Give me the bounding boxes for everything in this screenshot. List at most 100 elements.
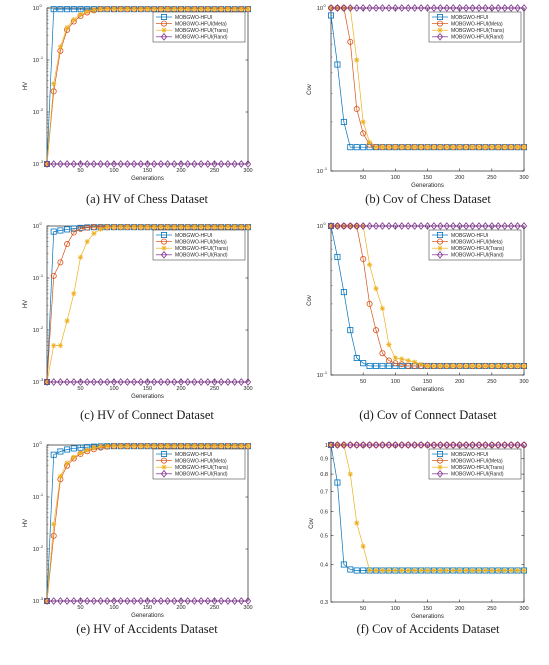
data-point — [124, 597, 131, 605]
x-axis-label: Generations — [411, 183, 444, 189]
data-point — [117, 597, 124, 605]
data-point — [392, 355, 398, 361]
panel-caption: (e) HV of Accidents Dataset — [76, 622, 218, 636]
data-point — [211, 378, 218, 386]
data-point — [43, 160, 51, 168]
data-point — [340, 222, 347, 230]
y-tick-label: 0.4 — [320, 562, 328, 568]
data-point — [130, 378, 138, 386]
data-point — [418, 567, 424, 574]
data-point — [340, 289, 347, 296]
legend: MOBGWO-HFUIMOBGWO-HFUI(Meta)MOBGWO-HFUI(… — [152, 229, 246, 261]
data-point — [110, 597, 118, 605]
x-axis-label: Generations — [411, 614, 444, 620]
data-point — [198, 443, 204, 449]
y-tick-label: 10 — [33, 495, 39, 501]
data-point — [197, 378, 205, 386]
data-point — [157, 160, 165, 168]
data-point — [450, 441, 457, 449]
data-point — [84, 239, 90, 245]
data-point — [424, 4, 431, 12]
x-tick-label: 200 — [176, 386, 185, 392]
data-point — [71, 454, 77, 460]
legend-label: MOBGWO-HFUI(Meta) — [175, 458, 227, 464]
legend: MOBGWO-HFUIMOBGWO-HFUI(Meta)MOBGWO-HFUI(… — [152, 448, 246, 480]
y-tick-label: 0.7 — [320, 490, 328, 496]
legend-label: MOBGWO-HFUI(Rand) — [175, 472, 228, 478]
chart-panel-d: 50 100 150 200 250 300Generations10-1100CovMO… — [307, 221, 529, 422]
data-point — [244, 597, 252, 605]
data-point — [366, 362, 373, 369]
panel-caption: (d) Cov of Connect Dataset — [359, 408, 497, 422]
data-point — [185, 6, 191, 12]
panel-caption: (c) HV of Connect Dataset — [80, 408, 214, 422]
data-point — [327, 12, 334, 19]
data-point — [218, 443, 224, 449]
data-point — [144, 597, 151, 605]
data-point — [171, 160, 178, 168]
data-point — [151, 378, 158, 386]
data-point — [430, 222, 438, 230]
data-point — [431, 363, 437, 369]
data-point — [412, 144, 418, 150]
data-point — [111, 443, 117, 449]
data-point — [50, 272, 57, 279]
data-point — [63, 378, 71, 386]
data-point — [77, 6, 84, 13]
legend-marker — [436, 20, 443, 27]
series-4 — [43, 597, 252, 605]
data-point — [50, 451, 57, 458]
data-point — [398, 362, 405, 369]
data-point — [501, 4, 508, 12]
data-point — [482, 4, 489, 12]
data-point — [334, 479, 341, 486]
data-point — [514, 222, 521, 230]
data-point — [164, 597, 171, 605]
data-point — [238, 224, 244, 230]
data-point — [386, 341, 392, 348]
data-point — [90, 378, 98, 386]
data-point — [198, 6, 204, 12]
y-axis-label: Cov — [307, 84, 313, 95]
y-tick-label: 10 — [33, 162, 39, 168]
data-point — [137, 597, 144, 605]
data-point — [457, 144, 463, 150]
data-point — [98, 226, 104, 232]
x-axis-label: Generations — [131, 394, 164, 400]
x-axis-label: Generations — [131, 613, 164, 619]
data-point — [231, 597, 238, 605]
legend-marker — [160, 238, 167, 245]
legend-marker — [160, 32, 168, 41]
data-point — [90, 160, 98, 168]
data-point — [392, 4, 399, 12]
data-point — [204, 378, 211, 386]
x-tick-label: 300 — [243, 386, 252, 392]
data-point — [84, 224, 91, 231]
data-point — [151, 160, 158, 168]
data-point — [424, 222, 431, 230]
data-point — [57, 44, 63, 50]
data-point — [158, 443, 164, 449]
data-point — [51, 521, 57, 527]
data-point — [191, 443, 197, 449]
legend-label: MOBGWO-HFUI(Trans) — [451, 246, 504, 252]
data-point — [50, 6, 57, 13]
x-tick-label: 250 — [487, 606, 496, 612]
legend-label: MOBGWO-HFUI(Meta) — [175, 239, 227, 245]
data-point — [379, 4, 386, 12]
data-point — [64, 318, 70, 324]
data-point — [224, 597, 232, 605]
data-point — [77, 160, 84, 168]
data-point — [144, 378, 151, 386]
data-point — [171, 6, 177, 12]
y-tick-label: 10 — [317, 169, 323, 175]
data-point — [488, 441, 495, 449]
data-point — [144, 224, 151, 230]
data-point — [232, 443, 238, 449]
data-point — [399, 567, 405, 574]
data-point — [514, 144, 521, 150]
data-point — [399, 144, 405, 150]
data-point — [131, 6, 137, 12]
data-point — [204, 597, 211, 605]
data-point — [157, 378, 165, 386]
